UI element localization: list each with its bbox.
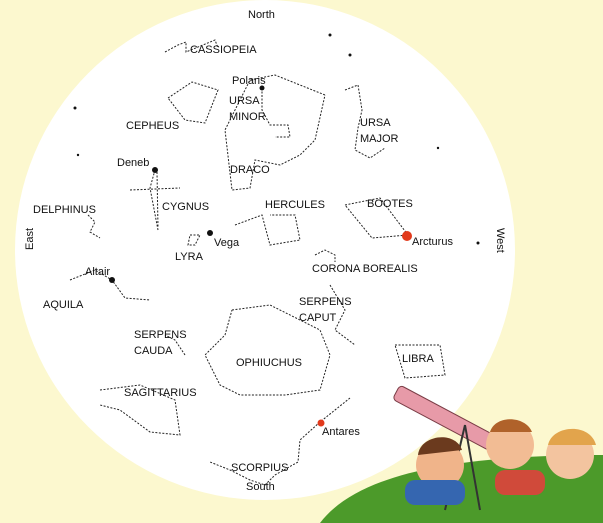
label-line: West [494, 228, 506, 253]
direction-label: South [246, 481, 275, 493]
label-line: CAPUT [299, 312, 337, 324]
constellation-label: DELPHINUS [33, 204, 96, 216]
label-line: Vega [214, 237, 240, 249]
constellation-label: SAGITTARIUS [124, 387, 197, 399]
constellation-label: URSA MAJOR [360, 117, 399, 145]
label-line: Antares [322, 426, 360, 438]
constellation-label: LYRA [175, 251, 204, 263]
label-line: LIBRA [402, 353, 434, 365]
label-line: CASSIOPEIA [190, 44, 257, 56]
label-line: Deneb [117, 157, 149, 169]
direction-label: East [24, 228, 36, 250]
constellation-label: SCORPIUS [231, 462, 288, 474]
constellation-label: CORONA BOREALIS [312, 263, 418, 275]
label-line: URSA [360, 117, 391, 129]
label-line: CEPHEUS [126, 120, 179, 132]
kids-telescope [320, 385, 603, 523]
label-line: SAGITTARIUS [124, 387, 197, 399]
constellation-label: CASSIOPEIA [190, 44, 257, 56]
labels: North South East West Polaris Deneb Vega Altair… [24, 9, 506, 493]
star-label: Altair [85, 266, 110, 278]
star-label: Vega [214, 237, 240, 249]
constellation-label: CYGNUS [162, 201, 209, 213]
star-label: Polaris [232, 75, 266, 87]
constellation-lines [69, 39, 446, 486]
constellation-label: SERPENS CAPUT [299, 296, 352, 324]
label-line: BOOTES [367, 198, 413, 210]
label-line: LYRA [175, 251, 204, 263]
label-line: AQUILA [43, 299, 84, 311]
label-line: CORONA BOREALIS [312, 263, 418, 275]
label-line: North [248, 9, 275, 21]
label-line: OPHIUCHUS [236, 357, 302, 369]
label-line: Arcturus [412, 236, 453, 248]
direction-label: North [248, 9, 275, 21]
label-line: MAJOR [360, 133, 399, 145]
constellation-label: SERPENS CAUDA [134, 329, 187, 357]
label-line: SCORPIUS [231, 462, 288, 474]
label-line: DELPHINUS [33, 204, 96, 216]
label-line: DRACO [230, 164, 270, 176]
label-line: CAUDA [134, 345, 173, 357]
label-line: East [24, 228, 36, 250]
constellation-label: HERCULES [265, 199, 325, 211]
constellation-label: CEPHEUS [126, 120, 179, 132]
label-line: Polaris [232, 75, 266, 87]
label-line: Altair [85, 266, 110, 278]
constellation-label: DRACO [230, 164, 270, 176]
label-line: HERCULES [265, 199, 325, 211]
label-line: MINOR [229, 111, 266, 123]
constellation-label: LIBRA [402, 353, 434, 365]
star-label: Deneb [117, 157, 149, 169]
bright-stars [73, 33, 480, 427]
star-label: Antares [322, 426, 360, 438]
label-line: SERPENS [299, 296, 352, 308]
constellation-label: AQUILA [43, 299, 84, 311]
label-line: URSA [229, 95, 260, 107]
label-line: South [246, 481, 275, 493]
constellation-label: BOOTES [367, 198, 413, 210]
star-label: Arcturus [412, 236, 453, 248]
sky-disc [15, 0, 515, 500]
constellation-label: URSA MINOR [229, 95, 266, 123]
constellation-label: OPHIUCHUS [236, 357, 302, 369]
direction-label: West [494, 228, 506, 253]
label-line: SERPENS [134, 329, 187, 341]
label-line: CYGNUS [162, 201, 209, 213]
